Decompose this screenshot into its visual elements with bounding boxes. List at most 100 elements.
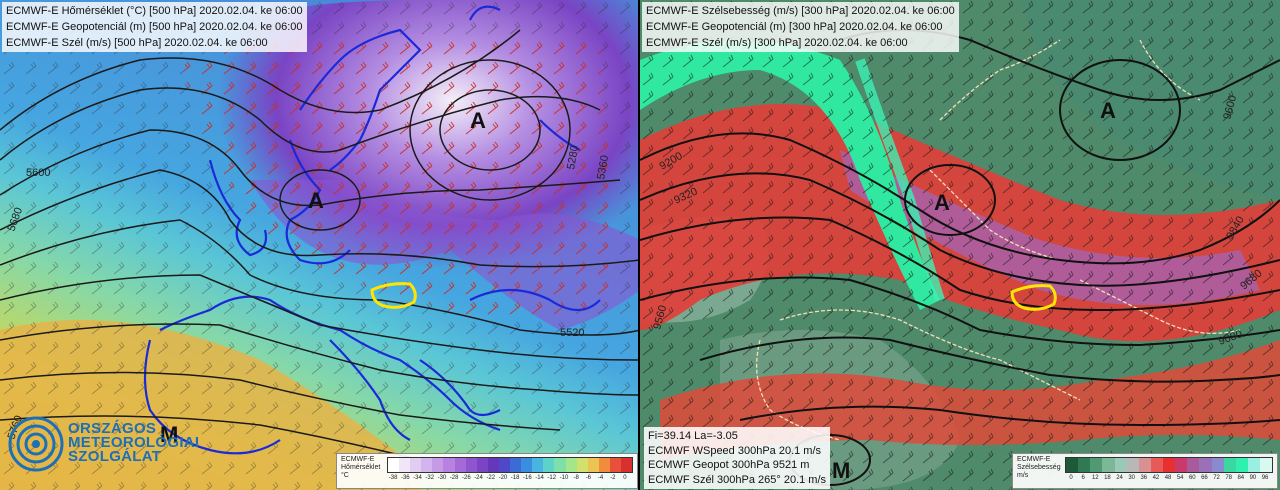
isohypse-label: 5280 xyxy=(565,144,581,170)
legend-color-bar xyxy=(387,457,633,473)
legend-tick-label: -24 xyxy=(474,475,483,481)
legend-color-swatch xyxy=(554,458,566,472)
legend-tick-label: -22 xyxy=(486,475,496,481)
legend-tick-label: 66 xyxy=(1201,475,1208,481)
point-info-box: Fi=39.14 La=-3.05 ECMWF WSpeed 300hPa 20… xyxy=(644,427,830,489)
legend-tick-label: 84 xyxy=(1237,475,1245,481)
legend-color-swatch xyxy=(1175,458,1188,472)
legend-color-swatch xyxy=(476,458,488,472)
legend-title: ECMWF-E Szélsebesség m/s xyxy=(1017,456,1061,479)
legend-tick-label: 18 xyxy=(1104,475,1111,481)
legend-tick-label: 42 xyxy=(1152,475,1160,481)
omsz-logo: ORSZÁGOS METEOROLÓGIAI SZOLGÁLAT xyxy=(4,410,199,480)
legend-color-swatch xyxy=(1150,458,1163,472)
legend-tick-label: -38 xyxy=(388,475,398,481)
legend-tick-label: 30 xyxy=(1128,475,1136,481)
map-title-box: ECMWF-E Hőmérséklet (°C) [500 hPa] 2020.… xyxy=(2,2,307,52)
legend-color-swatch xyxy=(410,458,422,472)
legend-tick-label: 6 xyxy=(1081,475,1085,481)
coastlines xyxy=(143,5,601,455)
legend-color-swatch xyxy=(1090,458,1103,472)
info-wind: ECMWF Szél 300hPa 265° 20.1 m/s xyxy=(648,473,827,486)
legend-ticks: 0 6 12 18 24 30 36 42 48 54 60 66 72 78 84 90 96 xyxy=(1065,475,1271,481)
legend-tick-label: -36 xyxy=(400,475,410,481)
legend-color-swatch xyxy=(598,458,610,472)
legend-color-swatch xyxy=(587,458,599,472)
legend-tick-label: -18 xyxy=(510,475,520,481)
legend-tick-label: 36 xyxy=(1140,475,1148,481)
wind-speed-map: A A M 9200 9320 9600 9840 9680 9080 9560 xyxy=(640,0,1280,490)
pressure-center-high: A xyxy=(934,190,950,215)
legend-color-swatch xyxy=(388,458,400,472)
legend-tick-label: 90 xyxy=(1249,475,1257,481)
isohypses xyxy=(0,29,640,461)
legend-tick-label: -14 xyxy=(535,475,544,481)
legend-color-swatch xyxy=(510,458,522,472)
legend-tick-label: -30 xyxy=(437,475,447,481)
legend-color-swatch xyxy=(1211,458,1224,472)
legend-color-swatch xyxy=(487,458,499,472)
legend-color-swatch xyxy=(565,458,577,472)
logo-emblem-icon xyxy=(8,416,64,472)
isohypse-label: 5520 xyxy=(560,327,584,339)
legend-color-swatch xyxy=(465,458,477,472)
legend-tick-label: 48 xyxy=(1164,475,1172,481)
pressure-center-high: A xyxy=(308,188,324,213)
legend-color-swatch xyxy=(1126,458,1139,472)
legend-color-swatch xyxy=(521,458,533,472)
pressure-center-low: M xyxy=(160,422,178,447)
legend-color-swatch xyxy=(1247,458,1260,472)
legend-color-swatch xyxy=(543,458,555,472)
legend-tick-label: -16 xyxy=(523,475,532,481)
legend-tick-label: -32 xyxy=(425,475,435,481)
legend-color-swatch xyxy=(1078,458,1091,472)
legend-tick-label: 60 xyxy=(1188,475,1196,481)
legend-ticks: -38 -36 -34 -32 -30 -28 -26 -24 -22 -20 -18 -16 -14-… xyxy=(387,475,631,481)
isohypse-label: 5600 xyxy=(26,167,50,179)
legend-color-swatch xyxy=(1114,458,1127,472)
temperature-map: A A M 5600 5680 5520 5280 5360 5760 xyxy=(0,0,640,490)
legend-tick-label: -6 xyxy=(585,475,592,481)
legend-tick-label: -12 xyxy=(547,475,557,481)
isohypses xyxy=(640,29,1280,486)
legend-tick-label: 12 xyxy=(1091,475,1099,481)
legend-color-swatch xyxy=(576,458,588,472)
legend-tick-label: -28 xyxy=(449,475,459,481)
pressure-center-high: A xyxy=(470,108,486,133)
hungary-outline xyxy=(1010,284,1057,311)
legend-color-swatch xyxy=(1187,458,1200,472)
legend-color-swatch xyxy=(1102,458,1115,472)
legend-color-swatch xyxy=(1260,458,1273,472)
legend-tick-label: -34 xyxy=(413,475,422,481)
legend-color-swatch xyxy=(432,458,444,472)
legend-tick-label: 0 xyxy=(1069,475,1073,481)
legend-tick-label: -20 xyxy=(498,475,508,481)
legend-tick-label: 96 xyxy=(1261,475,1269,481)
legend-color-swatch xyxy=(1223,458,1236,472)
map-title-line: ECMWF-E Szélsebesség (m/s) [300 hPa] 202… xyxy=(646,5,955,17)
map-title-box: ECMWF-E Szélsebesség (m/s) [300 hPa] 202… xyxy=(642,2,959,52)
legend-tick-label: -2 xyxy=(610,475,616,481)
legend-color-swatch xyxy=(532,458,544,472)
legend-color-swatch xyxy=(421,458,433,472)
legend-color-swatch xyxy=(1066,458,1079,472)
legend-tick-label: 0 xyxy=(623,475,627,481)
legend-color-swatch xyxy=(443,458,455,472)
legend-title: ECMWF-E Hőmérséklet °C xyxy=(341,456,381,479)
legend-tick-label: -10 xyxy=(559,475,569,481)
legend-color-swatch xyxy=(609,458,621,472)
legend-color-swatch xyxy=(1138,458,1151,472)
legend-tick-label: -4 xyxy=(597,475,604,481)
legend-color-swatch xyxy=(1163,458,1176,472)
legend-tick-label: 54 xyxy=(1176,475,1184,481)
map-title-line: ECMWF-E Geopotenciál (m) [500 hPa] 2020.… xyxy=(6,21,303,33)
legend-tick-label: -8 xyxy=(573,475,579,481)
map-title-line: ECMWF-E Szél (m/s) [500 hPa] 2020.02.04.… xyxy=(6,37,268,49)
legend-color-swatch xyxy=(1235,458,1248,472)
isohypse-label: 5360 xyxy=(595,154,611,180)
legend-tick-label: 72 xyxy=(1213,475,1220,481)
info-coordinates: Fi=39.14 La=-3.05 xyxy=(648,430,738,442)
hungary-outline xyxy=(370,282,417,309)
pressure-center-high: A xyxy=(1100,98,1116,123)
legend-color-swatch xyxy=(620,458,633,472)
